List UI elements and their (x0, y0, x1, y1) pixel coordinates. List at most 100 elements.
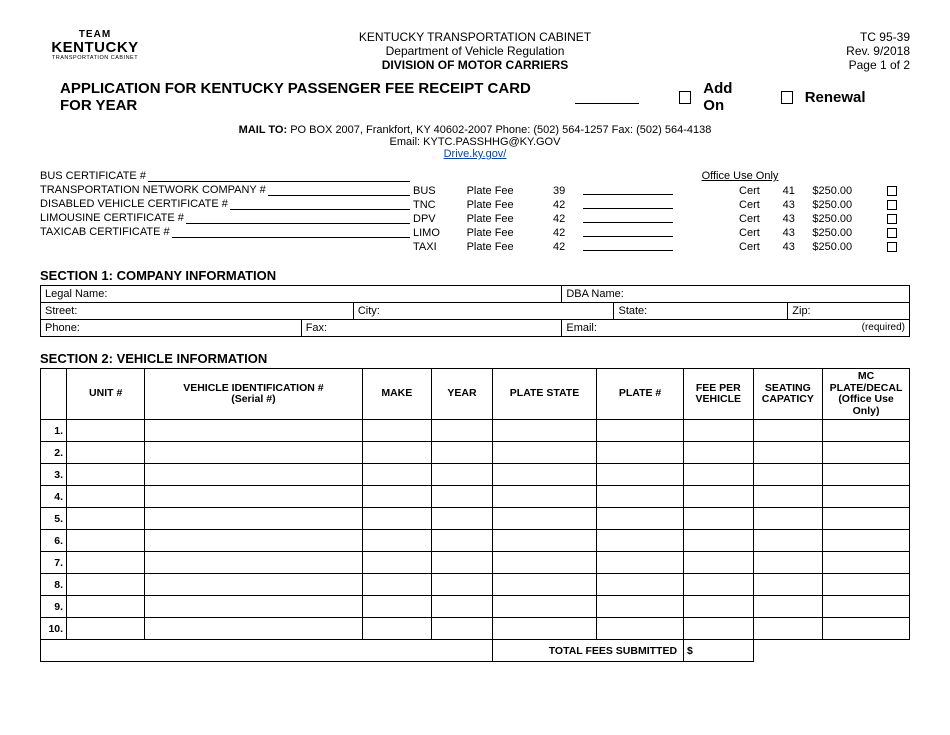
seating-cell[interactable] (753, 596, 823, 618)
unit-cell[interactable] (67, 508, 145, 530)
unit-cell[interactable] (67, 420, 145, 442)
office-input[interactable] (583, 240, 673, 251)
office-input[interactable] (583, 184, 673, 195)
vin-cell[interactable] (145, 420, 362, 442)
year-cell[interactable] (432, 420, 493, 442)
mc-plate-cell[interactable] (823, 486, 910, 508)
vin-cell[interactable] (145, 552, 362, 574)
plate-num-cell[interactable] (597, 486, 684, 508)
unit-cell[interactable] (67, 486, 145, 508)
plate-num-cell[interactable] (597, 442, 684, 464)
vin-cell[interactable] (145, 596, 362, 618)
fee-cell[interactable] (684, 486, 754, 508)
year-cell[interactable] (432, 442, 493, 464)
make-cell[interactable] (362, 420, 432, 442)
plate-state-cell[interactable] (492, 508, 596, 530)
fee-cell[interactable] (684, 596, 754, 618)
renewal-checkbox[interactable] (781, 91, 793, 104)
office-checkbox[interactable] (887, 186, 897, 196)
year-cell[interactable] (432, 486, 493, 508)
seating-cell[interactable] (753, 618, 823, 640)
mc-plate-cell[interactable] (823, 574, 910, 596)
make-cell[interactable] (362, 574, 432, 596)
fee-cell[interactable] (684, 618, 754, 640)
office-input[interactable] (583, 226, 673, 237)
vin-cell[interactable] (145, 486, 362, 508)
office-input[interactable] (583, 198, 673, 209)
office-checkbox[interactable] (887, 200, 897, 210)
office-checkbox[interactable] (887, 228, 897, 238)
year-cell[interactable] (432, 508, 493, 530)
plate-state-cell[interactable] (492, 420, 596, 442)
fee-cell[interactable] (684, 574, 754, 596)
fee-cell[interactable] (684, 464, 754, 486)
seating-cell[interactable] (753, 574, 823, 596)
year-cell[interactable] (432, 574, 493, 596)
make-cell[interactable] (362, 552, 432, 574)
seating-cell[interactable] (753, 530, 823, 552)
fee-cell[interactable] (684, 530, 754, 552)
unit-cell[interactable] (67, 530, 145, 552)
fee-cell[interactable] (684, 442, 754, 464)
fee-cell[interactable] (684, 552, 754, 574)
plate-state-cell[interactable] (492, 552, 596, 574)
year-cell[interactable] (432, 552, 493, 574)
unit-cell[interactable] (67, 574, 145, 596)
vin-cell[interactable] (145, 508, 362, 530)
cert-input[interactable] (148, 170, 410, 182)
plate-num-cell[interactable] (597, 552, 684, 574)
mc-plate-cell[interactable] (823, 508, 910, 530)
vin-cell[interactable] (145, 618, 362, 640)
unit-cell[interactable] (67, 596, 145, 618)
plate-num-cell[interactable] (597, 574, 684, 596)
mc-plate-cell[interactable] (823, 464, 910, 486)
seating-cell[interactable] (753, 508, 823, 530)
addon-checkbox[interactable] (679, 91, 691, 104)
mc-plate-cell[interactable] (823, 530, 910, 552)
seating-cell[interactable] (753, 420, 823, 442)
dba-name-input[interactable] (627, 288, 898, 300)
cert-input[interactable] (186, 212, 410, 224)
office-input[interactable] (583, 212, 673, 223)
plate-state-cell[interactable] (492, 596, 596, 618)
vin-cell[interactable] (145, 530, 362, 552)
unit-cell[interactable] (67, 464, 145, 486)
plate-state-cell[interactable] (492, 530, 596, 552)
drive-link[interactable]: Drive.ky.gov/ (444, 148, 507, 160)
make-cell[interactable] (362, 596, 432, 618)
vin-cell[interactable] (145, 464, 362, 486)
cert-input[interactable] (172, 226, 410, 238)
plate-state-cell[interactable] (492, 574, 596, 596)
legal-name-input[interactable] (110, 288, 520, 300)
mc-plate-cell[interactable] (823, 442, 910, 464)
plate-num-cell[interactable] (597, 508, 684, 530)
cert-input[interactable] (268, 184, 410, 196)
make-cell[interactable] (362, 442, 432, 464)
mc-plate-cell[interactable] (823, 420, 910, 442)
fee-cell[interactable] (684, 508, 754, 530)
year-cell[interactable] (432, 618, 493, 640)
plate-state-cell[interactable] (492, 464, 596, 486)
year-cell[interactable] (432, 596, 493, 618)
vin-cell[interactable] (145, 442, 362, 464)
mc-plate-cell[interactable] (823, 596, 910, 618)
plate-num-cell[interactable] (597, 464, 684, 486)
year-input-line[interactable] (575, 90, 639, 104)
unit-cell[interactable] (67, 552, 145, 574)
unit-cell[interactable] (67, 618, 145, 640)
make-cell[interactable] (362, 530, 432, 552)
make-cell[interactable] (362, 464, 432, 486)
office-checkbox[interactable] (887, 214, 897, 224)
plate-num-cell[interactable] (597, 596, 684, 618)
mc-plate-cell[interactable] (823, 618, 910, 640)
plate-num-cell[interactable] (597, 420, 684, 442)
seating-cell[interactable] (753, 442, 823, 464)
cert-input[interactable] (230, 198, 410, 210)
make-cell[interactable] (362, 618, 432, 640)
mc-plate-cell[interactable] (823, 552, 910, 574)
make-cell[interactable] (362, 508, 432, 530)
fee-cell[interactable] (684, 420, 754, 442)
seating-cell[interactable] (753, 552, 823, 574)
seating-cell[interactable] (753, 464, 823, 486)
plate-state-cell[interactable] (492, 486, 596, 508)
